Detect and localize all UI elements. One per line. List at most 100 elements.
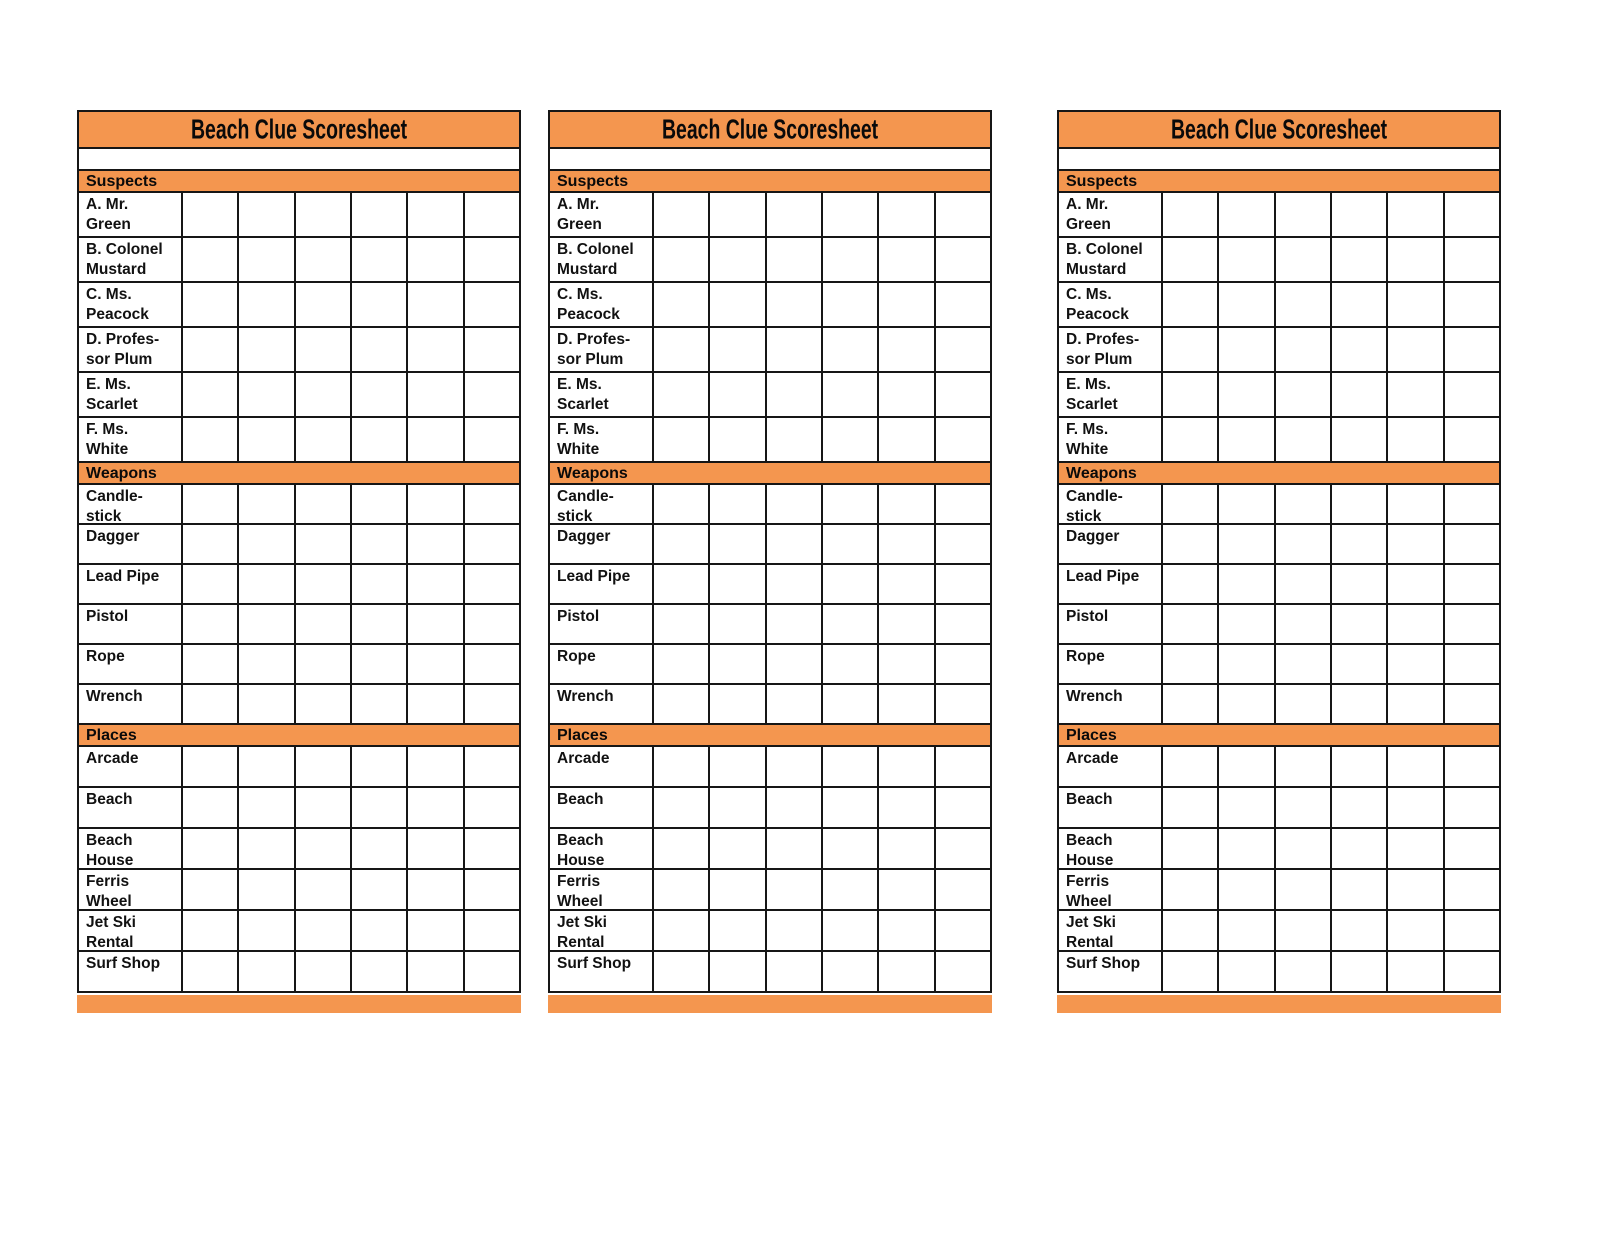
score-cell[interactable] [708,525,765,563]
score-cell[interactable] [1161,911,1218,950]
score-cell[interactable] [820,238,878,281]
score-cell[interactable] [1442,525,1499,563]
score-cell[interactable] [349,485,407,523]
score-cell[interactable] [764,911,821,950]
score-cell[interactable] [1161,525,1218,563]
score-cell[interactable] [237,685,294,723]
score-cell[interactable] [406,193,463,236]
score-cell[interactable] [1442,193,1499,236]
score-cell[interactable] [237,788,294,827]
score-cell[interactable] [933,870,990,909]
score-cell[interactable] [462,485,519,523]
score-cell[interactable] [708,911,765,950]
score-cell[interactable] [933,911,990,950]
score-cell[interactable] [293,829,350,868]
score-cell[interactable] [1329,418,1387,461]
score-cell[interactable] [1217,685,1274,723]
score-cell[interactable] [1161,238,1218,281]
score-cell[interactable] [1217,747,1274,786]
score-cell[interactable] [933,283,990,326]
score-cell[interactable] [406,565,463,603]
score-cell[interactable] [708,952,765,991]
score-cell[interactable] [708,605,765,643]
score-cell[interactable] [1442,645,1499,683]
score-cell[interactable] [877,747,934,786]
score-cell[interactable] [1386,870,1443,909]
score-cell[interactable] [1273,283,1330,326]
score-cell[interactable] [877,565,934,603]
score-cell[interactable] [652,788,709,827]
score-cell[interactable] [933,373,990,416]
score-cell[interactable] [349,328,407,371]
score-cell[interactable] [708,747,765,786]
score-cell[interactable] [349,952,407,991]
score-cell[interactable] [237,238,294,281]
score-cell[interactable] [462,911,519,950]
score-cell[interactable] [462,373,519,416]
score-cell[interactable] [1329,565,1387,603]
score-cell[interactable] [652,747,709,786]
score-cell[interactable] [293,193,350,236]
score-cell[interactable] [1273,565,1330,603]
score-cell[interactable] [1386,788,1443,827]
score-cell[interactable] [181,373,238,416]
score-cell[interactable] [462,645,519,683]
score-cell[interactable] [349,283,407,326]
score-cell[interactable] [462,565,519,603]
score-cell[interactable] [181,328,238,371]
score-cell[interactable] [1273,418,1330,461]
score-cell[interactable] [820,605,878,643]
score-cell[interactable] [181,747,238,786]
score-cell[interactable] [820,870,878,909]
score-cell[interactable] [1217,870,1274,909]
score-cell[interactable] [181,645,238,683]
score-cell[interactable] [237,418,294,461]
score-cell[interactable] [652,829,709,868]
score-cell[interactable] [652,605,709,643]
score-cell[interactable] [820,373,878,416]
score-cell[interactable] [1161,685,1218,723]
score-cell[interactable] [708,238,765,281]
score-cell[interactable] [820,485,878,523]
score-cell[interactable] [820,193,878,236]
score-cell[interactable] [1273,829,1330,868]
score-cell[interactable] [1217,829,1274,868]
score-cell[interactable] [1273,485,1330,523]
score-cell[interactable] [933,328,990,371]
score-cell[interactable] [1329,485,1387,523]
score-cell[interactable] [181,870,238,909]
score-cell[interactable] [406,645,463,683]
score-cell[interactable] [462,829,519,868]
score-cell[interactable] [181,525,238,563]
score-cell[interactable] [406,747,463,786]
score-cell[interactable] [462,952,519,991]
score-cell[interactable] [652,418,709,461]
score-cell[interactable] [820,911,878,950]
score-cell[interactable] [1273,911,1330,950]
score-cell[interactable] [652,645,709,683]
score-cell[interactable] [462,605,519,643]
score-cell[interactable] [1273,685,1330,723]
score-cell[interactable] [1329,870,1387,909]
score-cell[interactable] [1161,283,1218,326]
score-cell[interactable] [652,565,709,603]
score-cell[interactable] [293,328,350,371]
score-cell[interactable] [1217,328,1274,371]
score-cell[interactable] [1386,525,1443,563]
score-cell[interactable] [708,283,765,326]
score-cell[interactable] [764,418,821,461]
score-cell[interactable] [237,525,294,563]
score-cell[interactable] [1386,328,1443,371]
score-cell[interactable] [1386,747,1443,786]
score-cell[interactable] [406,485,463,523]
score-cell[interactable] [1161,485,1218,523]
score-cell[interactable] [1217,565,1274,603]
score-cell[interactable] [1329,829,1387,868]
score-cell[interactable] [1329,283,1387,326]
score-cell[interactable] [293,911,350,950]
score-cell[interactable] [1161,645,1218,683]
score-cell[interactable] [1386,238,1443,281]
score-cell[interactable] [877,911,934,950]
score-cell[interactable] [1329,911,1387,950]
score-cell[interactable] [462,328,519,371]
